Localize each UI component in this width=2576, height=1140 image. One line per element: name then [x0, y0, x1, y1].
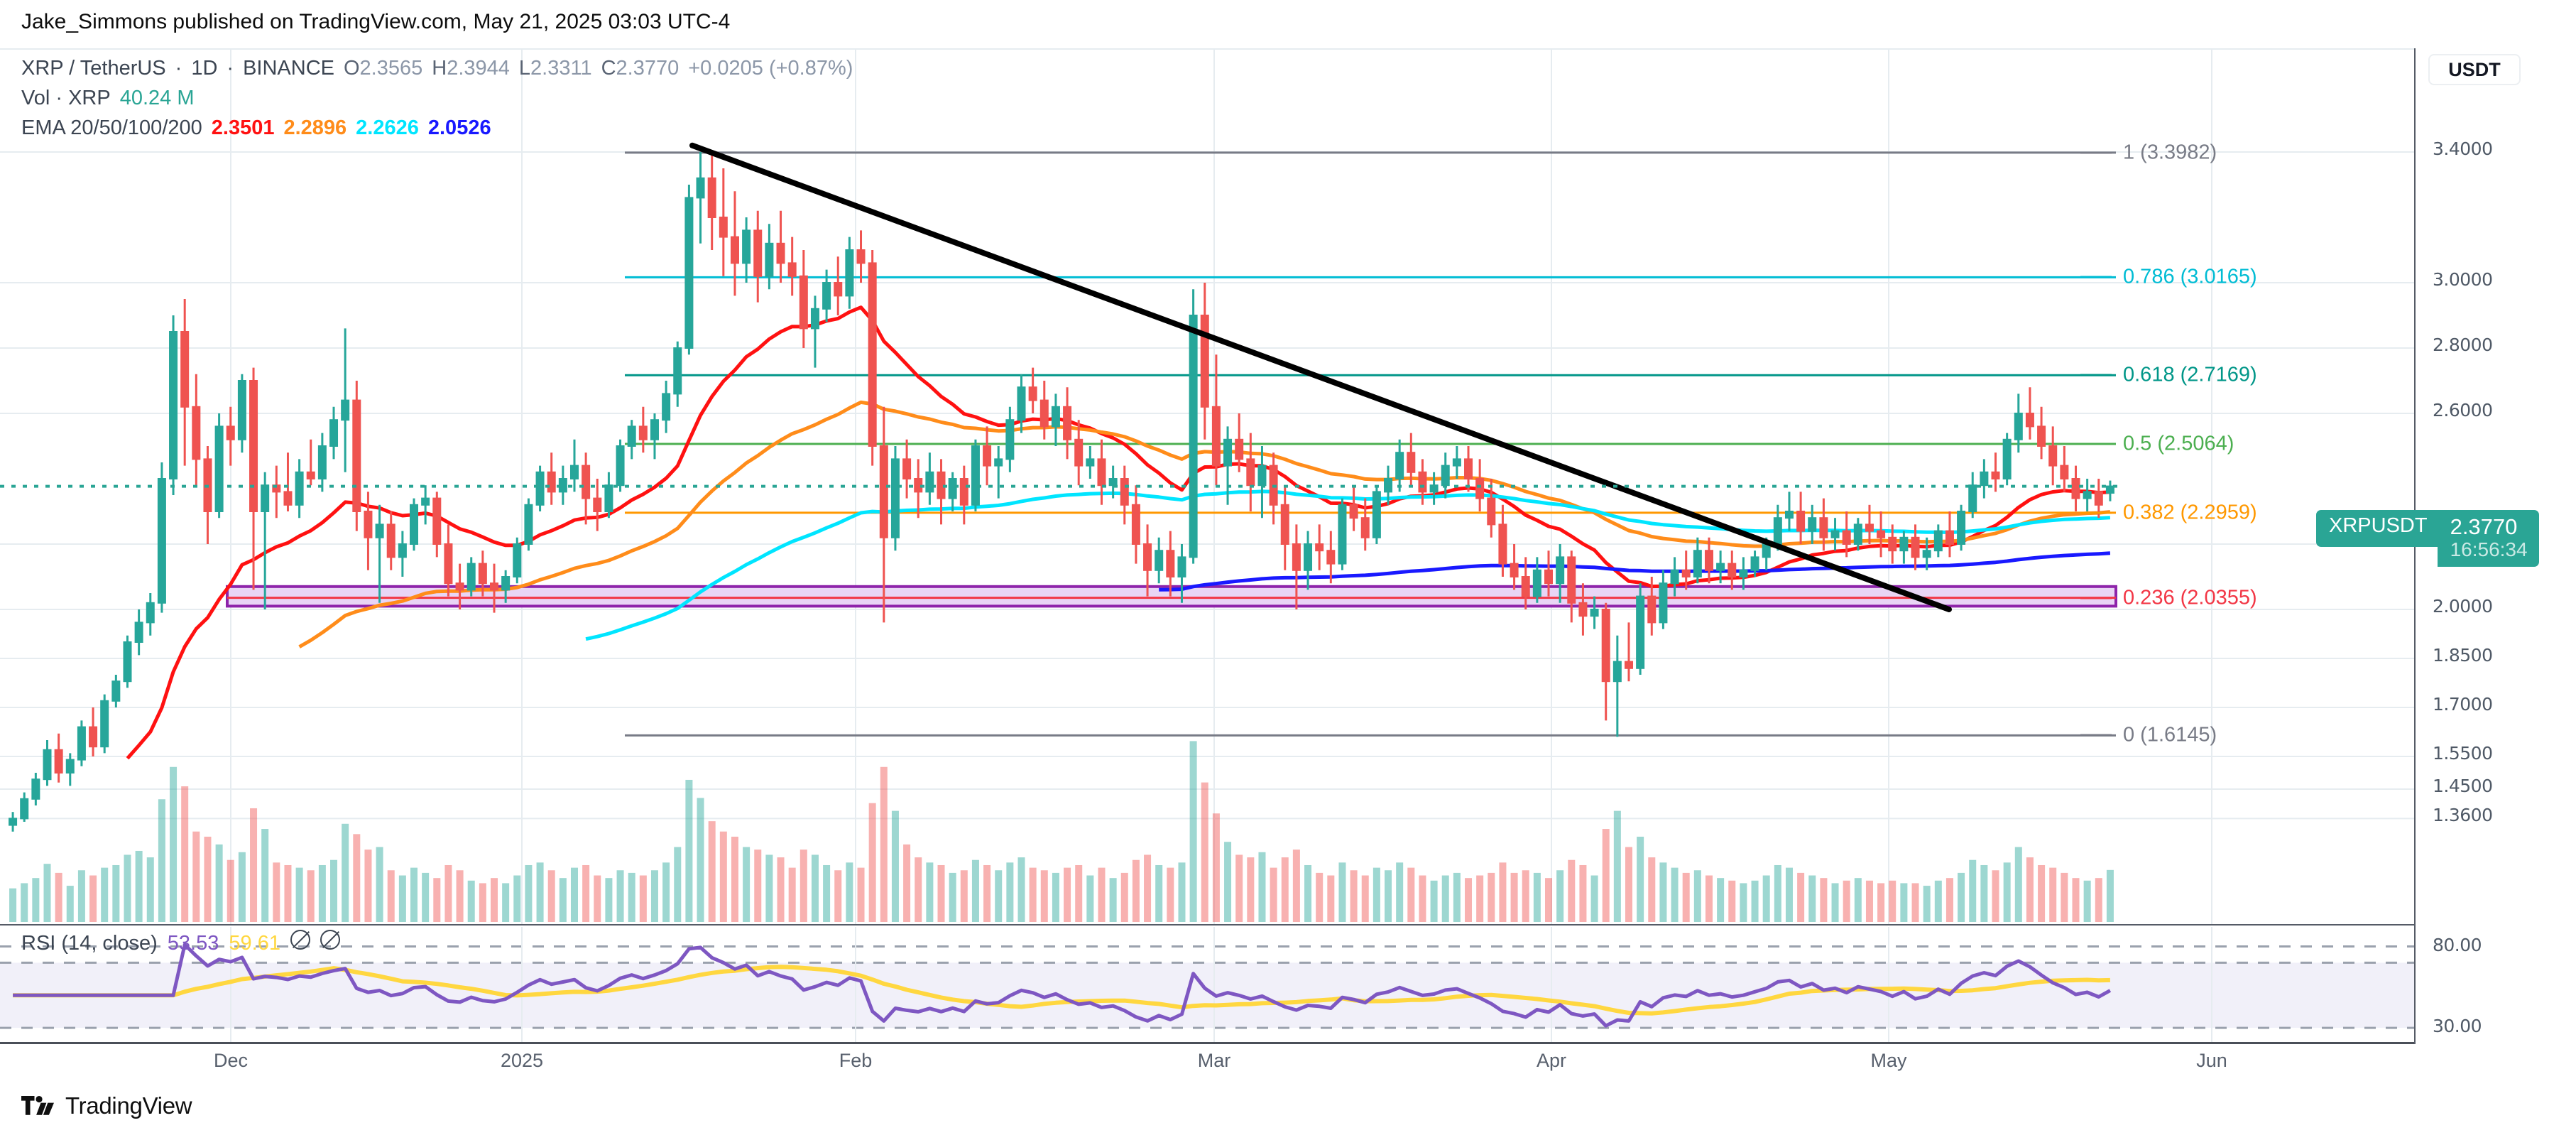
legend-ema200-value: 2.0526 — [427, 116, 491, 139]
fib-level-dash — [2080, 374, 2112, 376]
price-plot-area[interactable]: XRP / TetherUS · 1D · BINANCE O2.3565 H2… — [0, 48, 2414, 925]
rsi-legend-value: 53.53 — [167, 932, 219, 955]
legend-open: O2.3565 — [343, 57, 423, 80]
price-axis-tick: 2.6000 — [2433, 400, 2493, 420]
last-price-values: 2.3770 16:56:34 — [2437, 509, 2539, 567]
currency-chip[interactable]: USDT — [2428, 54, 2521, 85]
bar-countdown: 16:56:34 — [2450, 538, 2528, 561]
price-chart-svg — [0, 50, 2414, 924]
fib-level-label[interactable]: 0.786 (3.0165) — [2123, 265, 2257, 288]
legend-row-volume[interactable]: Vol · XRP 40.24 M — [21, 87, 853, 116]
fib-level-label[interactable]: 0.618 (2.7169) — [2123, 363, 2257, 386]
time-axis-tick: May — [1870, 1050, 1907, 1071]
legend-sep-1: · — [175, 57, 182, 80]
time-axis-tick: Dec — [213, 1050, 249, 1071]
legend-high: H2.3944 — [432, 57, 510, 80]
legend-change: +0.0205 (+0.87%) — [688, 57, 853, 80]
price-axis-tick: 2.0000 — [2433, 596, 2493, 617]
legend-symbol[interactable]: XRP / TetherUS — [21, 57, 166, 80]
legend-ema50-value: 2.2896 — [283, 116, 347, 139]
fib-level-label[interactable]: 1 (3.3982) — [2123, 141, 2217, 164]
price-axis-tick: 3.0000 — [2433, 269, 2493, 290]
legend-close: C2.3770 — [601, 57, 680, 80]
time-axis-tick: Apr — [1536, 1050, 1567, 1071]
no-entry-icon[interactable] — [320, 930, 340, 950]
fib-level-label[interactable]: 0.382 (2.2959) — [2123, 501, 2257, 524]
tradingview-brand-name: TradingView — [65, 1092, 192, 1119]
price-axis-tick: 2.8000 — [2433, 335, 2493, 355]
rsi-subchart[interactable]: RSI (14, close) 53.53 59.61 — [0, 927, 2414, 1044]
legend-volume-value: 40.24 M — [119, 87, 195, 109]
price-axis-tick: 1.7000 — [2433, 694, 2493, 715]
last-price-badge[interactable]: XRPUSDT 2.3770 16:56:34 — [2316, 509, 2539, 567]
legend-row-ema[interactable]: EMA 20/50/100/200 2.3501 2.2896 2.2626 2… — [21, 116, 853, 146]
fib-level-dash — [2080, 511, 2112, 514]
fib-level-dash — [2080, 276, 2112, 278]
chart-frame: XRP / TetherUS · 1D · BINANCE O2.3565 H2… — [0, 48, 2576, 1080]
rsi-axis-tick: 30.00 — [2433, 1016, 2482, 1037]
time-axis[interactable]: Dec 2025 Feb Mar Apr May Jun — [0, 1044, 2414, 1080]
fib-level-label[interactable]: 0.5 (2.5064) — [2123, 432, 2234, 455]
rsi-legend-title[interactable]: RSI (14, close) — [21, 932, 158, 955]
rsi-chart-svg — [0, 927, 2414, 1042]
tradingview-logo-icon — [21, 1095, 54, 1115]
last-price-symbol: XRPUSDT — [2316, 509, 2438, 547]
price-axis-tick: 1.5500 — [2433, 743, 2493, 764]
publish-header: Jake_Simmons published on TradingView.co… — [21, 10, 731, 33]
chart-legend: XRP / TetherUS · 1D · BINANCE O2.3565 H2… — [21, 57, 853, 146]
rsi-legend-ma-value: 59.61 — [229, 932, 280, 955]
fib-level-dash — [2080, 443, 2112, 445]
fib-level-dash — [2080, 734, 2112, 737]
legend-sep-2: · — [227, 57, 234, 80]
price-axis-tick: 1.3600 — [2433, 805, 2493, 826]
footer-branding[interactable]: TradingView — [21, 1092, 192, 1119]
rsi-axis-tick: 80.00 — [2433, 934, 2482, 955]
rsi-legend: RSI (14, close) 53.53 59.61 — [21, 930, 340, 955]
time-axis-tick: 2025 — [500, 1050, 544, 1071]
price-axis-tick: 3.4000 — [2433, 139, 2493, 159]
legend-row-symbol[interactable]: XRP / TetherUS · 1D · BINANCE O2.3565 H2… — [21, 57, 853, 87]
last-price-value: 2.3770 — [2450, 514, 2518, 540]
time-axis-tick: Feb — [839, 1050, 873, 1071]
fib-level-label[interactable]: 0.236 (2.0355) — [2123, 586, 2257, 609]
legend-ema-title: EMA 20/50/100/200 — [21, 116, 202, 139]
legend-ema20-value: 2.3501 — [211, 116, 275, 139]
fib-level-dash — [2080, 151, 2112, 154]
fib-level-dash — [2080, 597, 2112, 599]
fib-level-label[interactable]: 0 (1.6145) — [2123, 723, 2217, 747]
legend-volume-title: Vol · XRP — [21, 87, 111, 109]
price-axis[interactable]: USDT XRPUSDT 2.3770 16:56:34 3.4000 3.000… — [2316, 48, 2576, 1044]
price-axis-tick: 1.4500 — [2433, 776, 2493, 796]
legend-ema100-value: 2.2626 — [356, 116, 419, 139]
time-axis-tick: Jun — [2196, 1050, 2227, 1071]
legend-low: L2.3311 — [518, 57, 592, 80]
time-axis-tick: Mar — [1197, 1050, 1231, 1071]
no-entry-icon[interactable] — [290, 930, 310, 950]
legend-interval[interactable]: 1D — [191, 57, 218, 80]
price-axis-tick: 1.8500 — [2433, 645, 2493, 666]
legend-exchange[interactable]: BINANCE — [243, 57, 334, 80]
